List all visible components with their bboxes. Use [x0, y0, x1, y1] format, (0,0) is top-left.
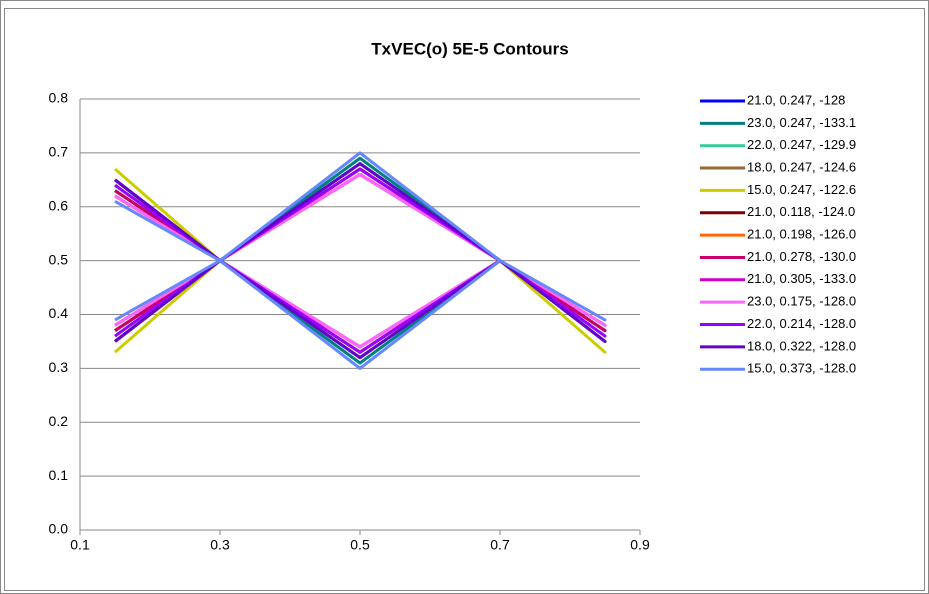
y-tick-label: 0.2	[49, 413, 69, 429]
y-tick-label: 0.0	[49, 521, 69, 537]
y-tick-label: 0.6	[49, 197, 69, 213]
x-tick-label: 0.7	[490, 537, 510, 553]
x-tick-label: 0.9	[630, 537, 650, 553]
y-tick-label: 0.1	[49, 467, 69, 483]
legend-label: 23.0, 0.175, -128.0	[747, 294, 856, 309]
legend-label: 22.0, 0.214, -128.0	[747, 316, 856, 331]
legend-label: 21.0, 0.118, -124.0	[747, 204, 855, 219]
legend-label: 23.0, 0.247, -133.1	[747, 115, 856, 130]
legend-label: 21.0, 0.247, -128	[747, 92, 845, 107]
legend-label: 18.0, 0.322, -128.0	[747, 338, 856, 353]
y-tick-label: 0.4	[49, 305, 69, 321]
legend-label: 21.0, 0.278, -130.0	[747, 249, 856, 264]
legend-label: 21.0, 0.305, -133.0	[747, 271, 856, 286]
legend-label: 15.0, 0.373, -128.0	[747, 361, 856, 376]
y-tick-label: 0.3	[49, 359, 69, 375]
series-line	[114, 172, 607, 349]
legend-label: 18.0, 0.247, -124.6	[747, 159, 856, 174]
series-line	[114, 151, 607, 370]
x-tick-label: 0.1	[70, 537, 90, 553]
y-tick-label: 0.7	[49, 144, 69, 160]
x-tick-label: 0.3	[210, 537, 230, 553]
legend-label: 22.0, 0.247, -129.9	[747, 137, 856, 152]
chart-title: TxVEC(o) 5E-5 Contours	[371, 39, 568, 58]
y-tick-label: 0.5	[49, 251, 69, 267]
legend-label: 15.0, 0.247, -122.6	[747, 182, 856, 197]
series-line	[114, 162, 607, 360]
x-tick-label: 0.5	[350, 537, 370, 553]
legend-label: 21.0, 0.198, -126.0	[747, 227, 856, 242]
y-tick-label: 0.8	[49, 90, 69, 106]
